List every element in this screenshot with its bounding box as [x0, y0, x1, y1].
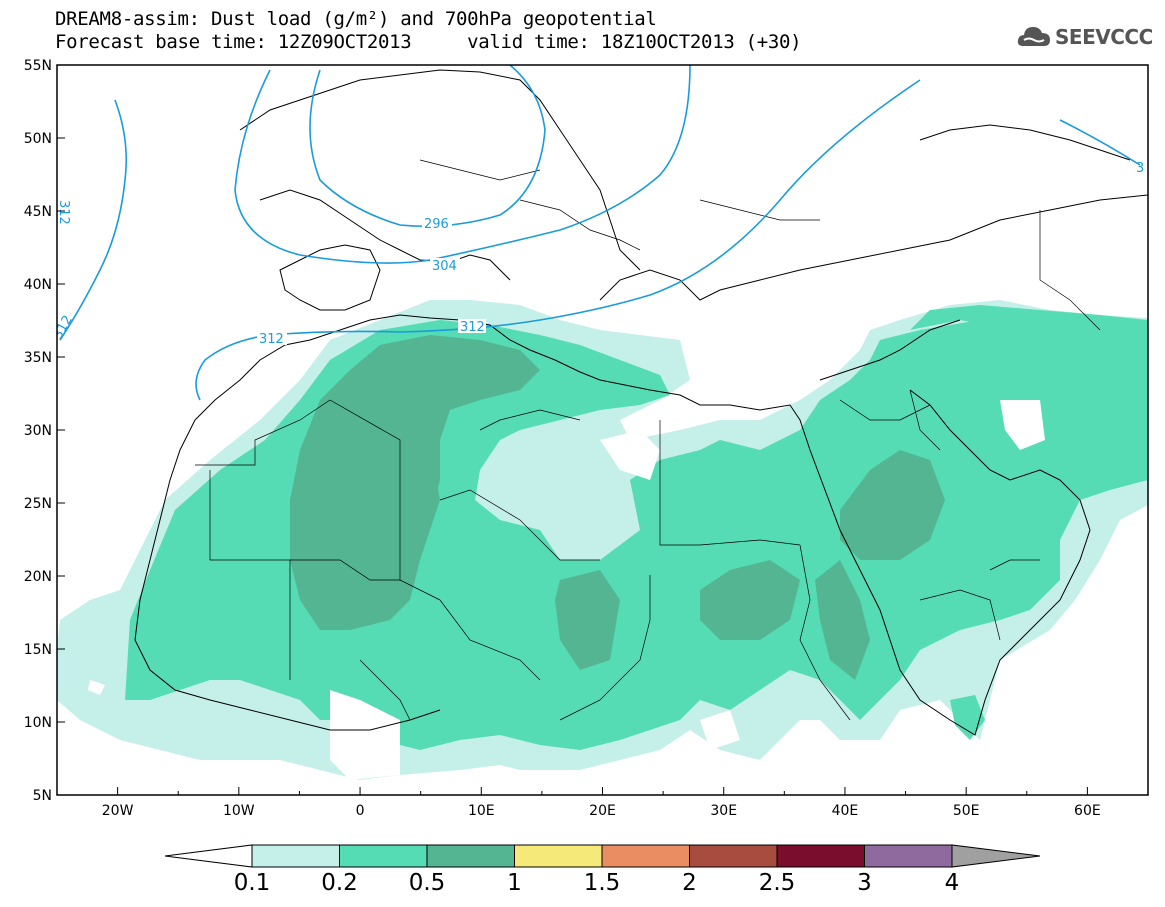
lon-label: 30E: [710, 803, 737, 819]
colorbar-level-label: 2.5: [758, 870, 796, 896]
seevccc-logo: SEEVCCC: [1017, 24, 1153, 50]
colorbar-level-label: 2: [682, 870, 697, 896]
lon-label: 10W: [223, 803, 255, 819]
cloud-icon: [1017, 27, 1050, 46]
lon-label: 50E: [953, 803, 980, 819]
colorbar-extend-low: [164, 844, 253, 868]
lat-label: 15N: [24, 642, 52, 658]
contour-labels: 296 304 312 312 312 312 3: [56, 161, 1144, 347]
colorbar-extend-high: [951, 844, 1041, 868]
lon-label: 0: [356, 803, 365, 819]
longitude-axis: 20W 10W 0 10E 20E 30E 40E 50E 60E: [56, 787, 1149, 819]
lon-label: 40E: [832, 803, 859, 819]
colorbar-level-label: 0.5: [408, 870, 446, 896]
lat-label: 50N: [24, 131, 52, 147]
colorbar-level-label: 4: [944, 870, 960, 896]
borders: [195, 159, 1101, 721]
contour-label-3: 3: [1136, 161, 1144, 176]
no-dust-areas: [88, 400, 1045, 780]
colorbar-swatch: [339, 844, 428, 868]
lat-label: 10N: [24, 715, 52, 731]
colorbar-swatch: [514, 844, 603, 868]
contour-label-296: 296: [424, 217, 449, 232]
lat-label: 45N: [24, 204, 52, 220]
colorbar-swatch: [601, 844, 690, 868]
colorbar-swatch: [426, 844, 515, 868]
lat-label: 25N: [24, 496, 52, 512]
lon-label: 10E: [468, 803, 495, 819]
colorbar: [164, 844, 1041, 868]
dust-field-high: [290, 335, 945, 680]
colorbar-swatch: [251, 844, 340, 868]
lat-label: 30N: [24, 423, 52, 439]
lat-label: 55N: [24, 58, 52, 74]
contour-label-312-a: 312: [259, 332, 284, 347]
colorbar-level-label: 1: [507, 870, 522, 896]
contour-label-312-c: 312: [56, 200, 71, 225]
colorbar-swatch: [776, 844, 865, 868]
logo-text: SEEVCCC: [1055, 25, 1153, 49]
contour-label-312-b: 312: [460, 320, 485, 335]
colorbar-level-label: 0.2: [321, 870, 358, 896]
colorbar-swatch: [864, 844, 953, 868]
lat-label: 20N: [24, 569, 52, 585]
lon-label: 60E: [1074, 803, 1101, 819]
lon-label: 20E: [589, 803, 616, 819]
lat-label: 5N: [33, 788, 52, 804]
colorbar-level-label: 1.5: [583, 870, 621, 896]
lon-label: 20W: [102, 803, 134, 819]
colorbar-level-label: 3: [857, 870, 872, 896]
lat-label: 35N: [24, 350, 52, 366]
lat-label: 40N: [24, 277, 52, 293]
forecast-time-line: Forecast base time: 12Z09OCT2013 valid t…: [55, 31, 802, 53]
map-title: DREAM8-assim: Dust load (g/m²) and 700hP…: [55, 8, 657, 30]
colorbar-level-label: 0.1: [233, 870, 271, 896]
colorbar-swatch: [689, 844, 778, 868]
latitude-axis: 55N 50N 45N 40N 35N 30N 25N 20N 15N 10N 5N: [24, 58, 65, 804]
contour-label-304: 304: [432, 259, 457, 274]
